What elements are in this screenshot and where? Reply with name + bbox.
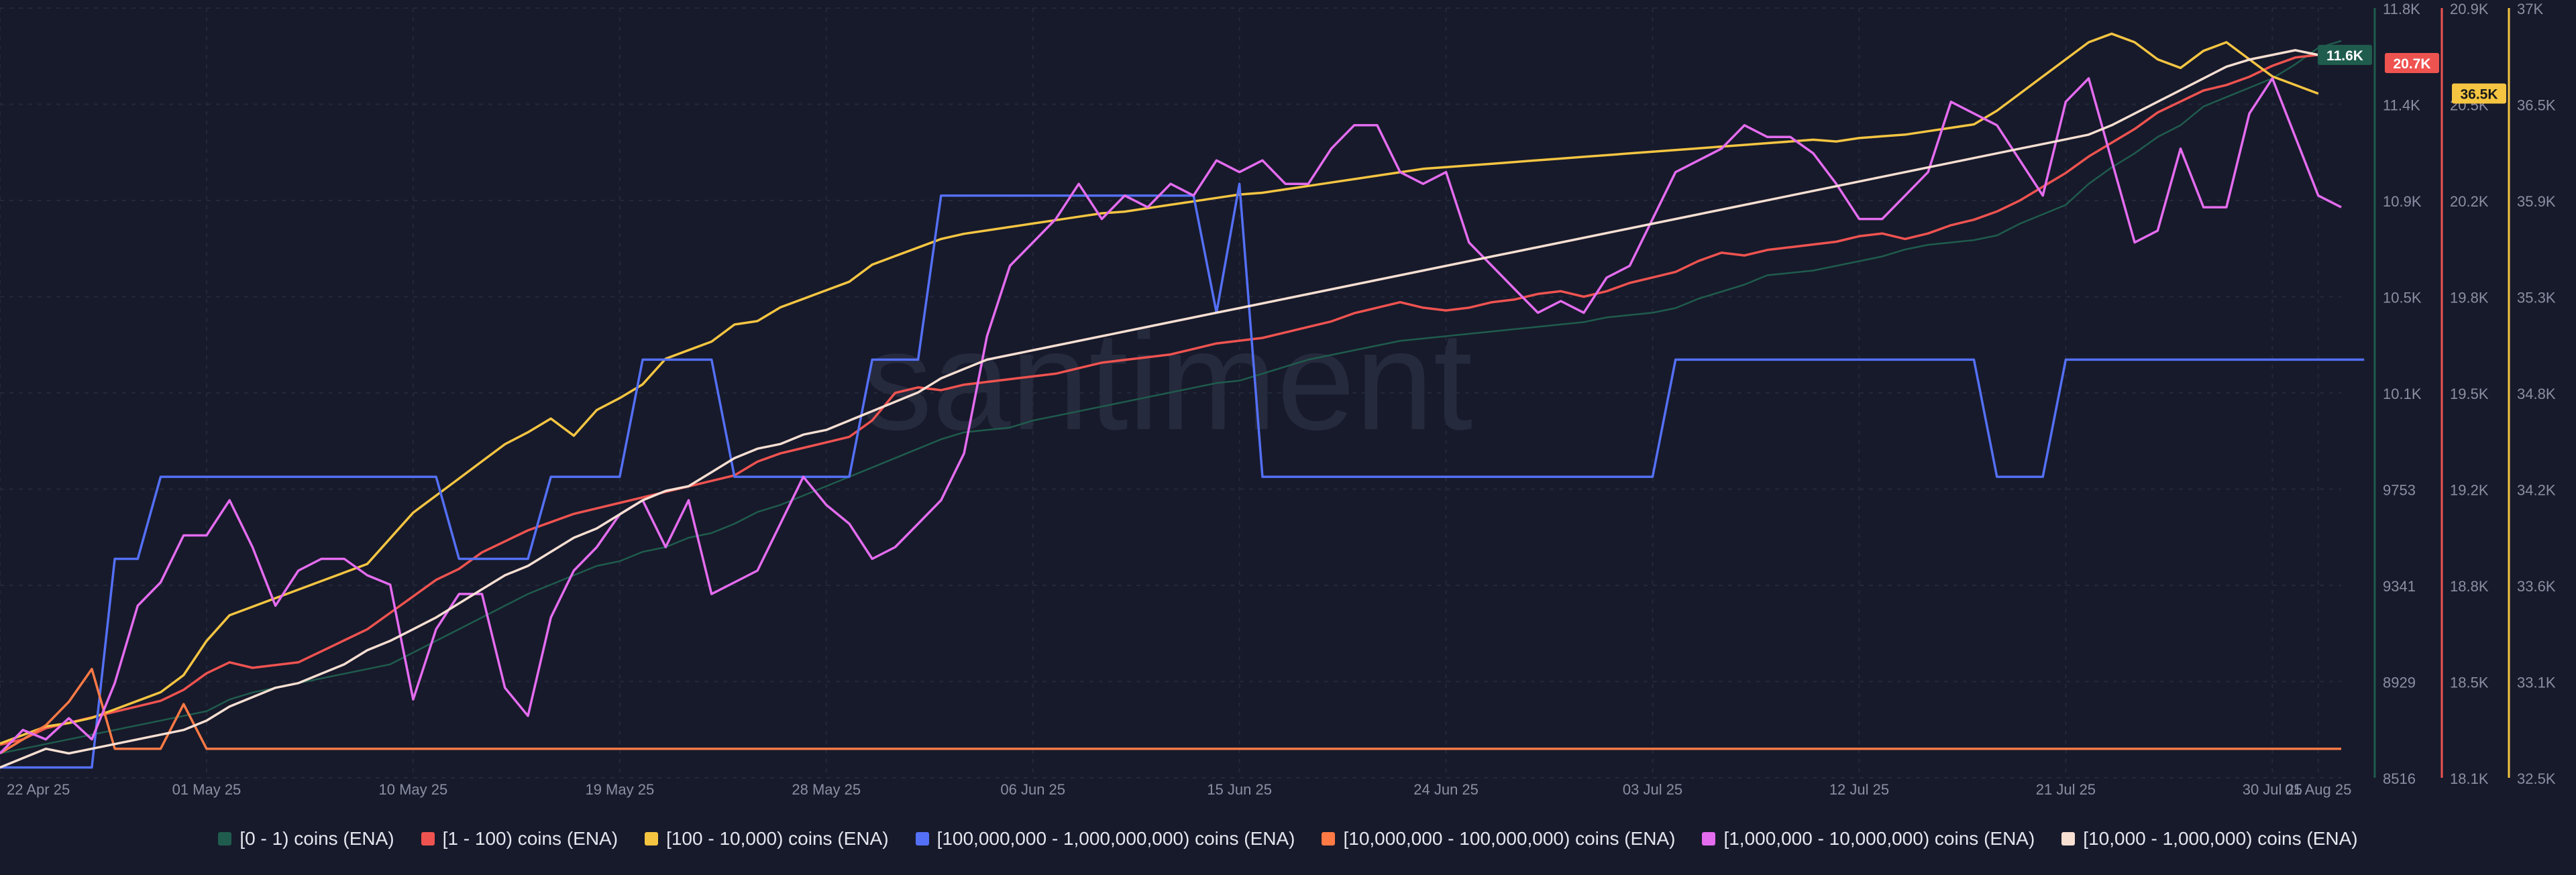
series-line-0 <box>0 40 2342 754</box>
legend: [0 - 1) coins (ENA) [1 - 100) coins (ENA)… <box>0 823 2576 854</box>
legend-item[interactable]: [100,000,000 - 1,000,000,000) coins (ENA… <box>915 828 1295 850</box>
legend-label: [1 - 100) coins (ENA) <box>442 828 619 849</box>
y-tick-label: 19.5K <box>2450 386 2489 402</box>
y-tick-label: 19.8K <box>2450 290 2489 306</box>
x-tick-label: 10 May 25 <box>379 781 448 798</box>
legend-item[interactable]: [1 - 100) coins (ENA) <box>421 828 618 850</box>
series-line-3 <box>0 182 2365 769</box>
x-tick-label: 21 Jul 25 <box>2036 781 2096 798</box>
y-tick-label: 9341 <box>2383 578 2416 595</box>
last-value-badge <box>2385 53 2439 73</box>
y-tick-label: 10.1K <box>2383 386 2422 402</box>
y-tick-label: 10.5K <box>2383 290 2422 306</box>
x-axis: 22 Apr 25 01 May 25 10 May 25 19 May 25 28 M… <box>7 781 2351 798</box>
y-tick-label: 18.5K <box>2450 675 2489 691</box>
legend-label: [1,000,000 - 10,000,000) coins (ENA) <box>1723 828 2035 849</box>
legend-label: [10,000,000 - 100,000,000) coins (ENA) <box>1343 828 1676 849</box>
grid <box>0 7 2341 778</box>
y-tick-label: 18.8K <box>2450 578 2489 595</box>
legend-swatch <box>1322 832 1336 845</box>
legend-label: [0 - 1) coins (ENA) <box>239 828 394 849</box>
x-tick-label: 03 Jul 25 <box>1623 781 1682 798</box>
legend-swatch <box>421 832 435 845</box>
series-line-5 <box>0 77 2342 754</box>
x-tick-label: 06 Jun 25 <box>1000 781 1065 798</box>
y-tick-label: 33.6K <box>2517 578 2556 595</box>
y-axes: 11.8K 11.4K 10.9K 10.5K 10.1K 9753 9341 8929 851… <box>2318 1 2556 787</box>
last-value-badge <box>2318 44 2372 65</box>
y-tick-label: 35.9K <box>2517 193 2556 210</box>
series-line-6 <box>0 49 2342 769</box>
x-tick-label: 28 May 25 <box>792 781 861 798</box>
legend-label: [100,000,000 - 1,000,000,000) coins (ENA… <box>936 828 1295 849</box>
y-tick-label: 37K <box>2517 1 2543 17</box>
x-tick-label: 12 Jul 25 <box>1829 781 1889 798</box>
legend-label: [10,000 - 1,000,000) coins (ENA) <box>2083 828 2358 849</box>
x-tick-label: 19 May 25 <box>585 781 654 798</box>
y-tick-label: 32.5K <box>2517 770 2556 787</box>
series-line-2 <box>0 32 2319 745</box>
y-tick-label: 9753 <box>2383 482 2416 499</box>
last-value-badge-label: 20.7K <box>2393 56 2430 72</box>
last-value-badge-label: 36.5K <box>2460 87 2498 103</box>
series-line-1 <box>0 45 2342 746</box>
x-tick-label: 01 Aug 25 <box>2285 781 2351 798</box>
legend-swatch <box>2061 832 2076 845</box>
y-tick-label: 8516 <box>2383 770 2416 787</box>
y-tick-label: 20.9K <box>2450 1 2489 17</box>
x-tick-label: 22 Apr 25 <box>7 781 70 798</box>
legend-swatch <box>218 832 232 845</box>
y-tick-label: 33.1K <box>2517 675 2556 691</box>
last-value-badge <box>2452 83 2506 104</box>
legend-swatch <box>645 832 659 845</box>
x-tick-label: 24 Jun 25 <box>1413 781 1479 798</box>
legend-item[interactable]: [10,000 - 1,000,000) coins (ENA) <box>2061 828 2358 850</box>
y-tick-label: 34.8K <box>2517 386 2556 402</box>
series-line-4 <box>0 668 2341 755</box>
legend-swatch <box>915 832 929 845</box>
last-value-badge-label: 11.6K <box>2326 48 2363 64</box>
y-tick-label: 35.3K <box>2517 290 2556 306</box>
legend-label: [100 - 10,000) coins (ENA) <box>666 828 889 849</box>
y-tick-label: 8929 <box>2383 675 2416 691</box>
y-tick-label: 20.2K <box>2450 193 2489 210</box>
x-tick-label: 15 Jun 25 <box>1207 781 1272 798</box>
legend-item[interactable]: [10,000,000 - 100,000,000) coins (ENA) <box>1322 828 1675 850</box>
y-tick-label: 11.4K <box>2383 97 2420 114</box>
x-tick-label: 01 May 25 <box>172 781 241 798</box>
plot-area <box>0 32 2365 769</box>
legend-item[interactable]: [1,000,000 - 10,000,000) coins (ENA) <box>1702 828 2035 850</box>
y-tick-label: 36.5K <box>2517 97 2556 114</box>
x-tick-label: 30 Jul 25 <box>2243 781 2302 798</box>
legend-item[interactable]: [100 - 10,000) coins (ENA) <box>645 828 889 850</box>
legend-item[interactable]: [0 - 1) coins (ENA) <box>218 828 394 850</box>
y-tick-label: 18.1K <box>2450 770 2489 787</box>
y-tick-label: 19.2K <box>2450 482 2489 499</box>
y-tick-label: 11.8K <box>2383 1 2420 17</box>
y-tick-label: 10.9K <box>2383 193 2422 210</box>
y-tick-label: 34.2K <box>2517 482 2556 499</box>
legend-swatch <box>1702 832 1716 845</box>
